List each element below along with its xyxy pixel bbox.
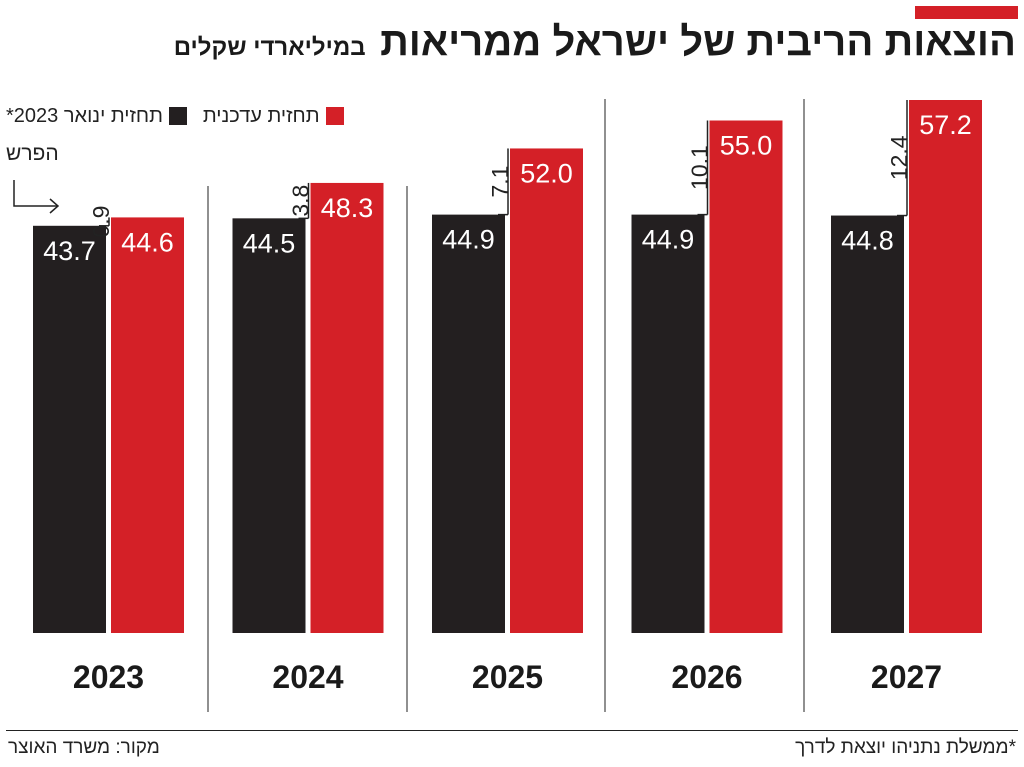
difference-label: 7.1 [487, 166, 513, 198]
chart-title: הוצאות הריבית של ישראל ממריאות [380, 20, 1016, 64]
bar-january-forecast [232, 218, 306, 633]
bar-label-january: 44.9 [642, 225, 695, 255]
bar-label-january: 44.5 [243, 228, 296, 258]
legend-item-updated: תחזית עדכנית [203, 105, 344, 128]
legend-swatch-black [168, 107, 187, 125]
year-label: 2024 [272, 659, 343, 695]
year-label: 2025 [472, 659, 543, 695]
bar-updated-forecast [709, 120, 783, 633]
bar-label-january: 44.9 [442, 225, 495, 255]
bar-updated-forecast [310, 182, 384, 633]
bar-label-january: 43.7 [43, 236, 96, 266]
bar-updated-forecast [909, 100, 982, 633]
year-label: 2026 [671, 659, 742, 695]
accent-bar [915, 6, 1018, 19]
bar-updated-forecast [111, 217, 184, 633]
bar-january-forecast [831, 215, 904, 633]
legend-label-january: תחזית ינואר 2023* [6, 104, 163, 127]
legend-item-january: תחזית ינואר 2023* [6, 105, 187, 128]
title-row: הוצאות הריבית של ישראל ממריאות במיליארדי… [174, 20, 1016, 65]
difference-label: 0.9 [88, 206, 114, 238]
legend-swatch-red [325, 107, 344, 125]
difference-label: 3.8 [288, 185, 314, 217]
bar-label-january: 44.8 [841, 226, 894, 256]
difference-arrow-icon [13, 180, 60, 214]
legend: תחזית עדכנית תחזית ינואר 2023* [6, 101, 446, 131]
bar-label-updated: 55.0 [720, 131, 773, 161]
bar-january-forecast [33, 225, 106, 633]
bar-label-updated: 44.6 [121, 227, 174, 257]
difference-label: 12.4 [886, 135, 912, 180]
difference-legend-label: הפרש [6, 142, 59, 165]
bar-january-forecast [631, 214, 705, 633]
bar-label-updated: 57.2 [919, 110, 972, 140]
bar-label-updated: 52.0 [520, 158, 573, 188]
difference-label: 10.1 [687, 145, 713, 190]
footnote: *ממשלת נתניהו יוצאת לדרך [795, 737, 1016, 758]
bar-updated-forecast [510, 148, 583, 634]
chart-subtitle: במיליארדי שקלים [173, 34, 366, 61]
year-label: 2027 [871, 659, 942, 695]
footer-divider [6, 730, 1018, 731]
year-label: 2023 [73, 659, 144, 695]
source-note: מקור: משרד האוצר [8, 737, 160, 758]
bar-january-forecast [432, 214, 505, 633]
legend-label-updated: תחזית עדכנית [202, 104, 320, 127]
bar-label-updated: 48.3 [321, 193, 374, 223]
